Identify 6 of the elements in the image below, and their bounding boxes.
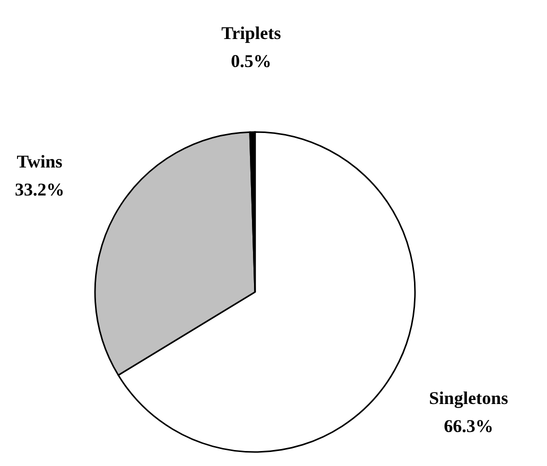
slice-label: Singletons (429, 388, 508, 408)
data-label: 33.2% (14, 179, 64, 200)
data-label: 0.5% (230, 51, 272, 72)
data-label: 66.3% (444, 416, 494, 436)
slice-label: Triplets (221, 23, 281, 44)
slice-label: Twins (16, 151, 62, 172)
